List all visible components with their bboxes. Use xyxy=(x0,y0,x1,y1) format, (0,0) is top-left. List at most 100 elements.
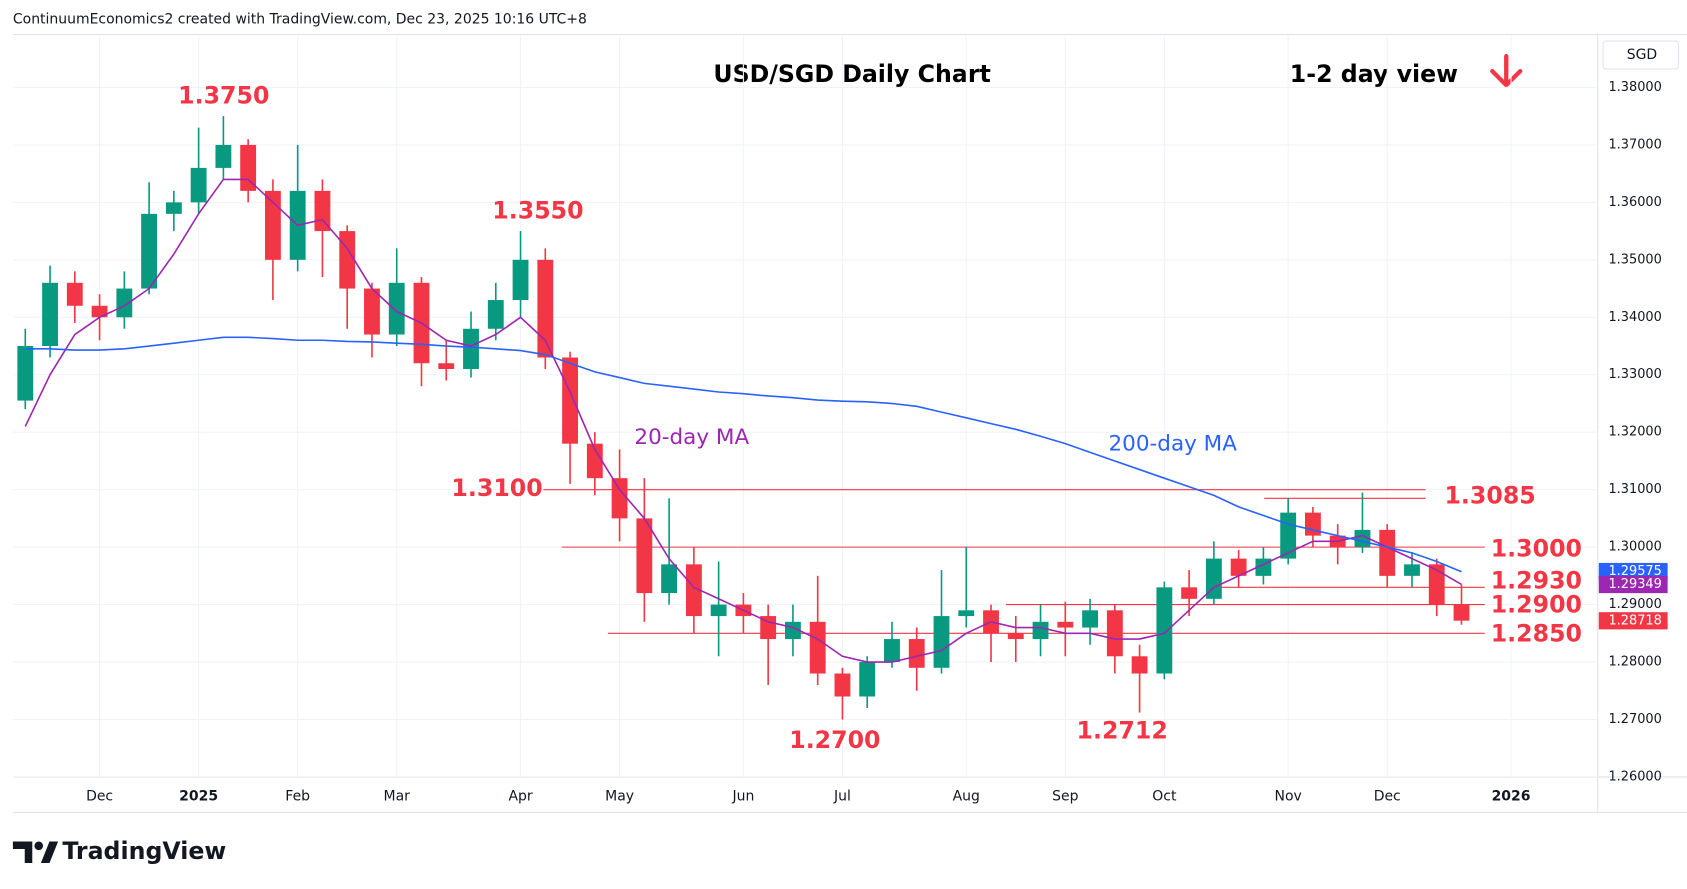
candle-body xyxy=(215,144,232,168)
plot-layer xyxy=(12,34,1598,777)
candle-body xyxy=(1305,512,1321,536)
candle-body xyxy=(958,610,975,617)
annotation-label: 1.2712 xyxy=(1077,716,1168,744)
level-label: 1.2900 xyxy=(1491,590,1582,618)
x-tick-label: Apr xyxy=(508,788,532,804)
candle-body xyxy=(388,282,405,335)
candle-body xyxy=(1453,604,1470,621)
x-tick-label: Mar xyxy=(384,788,411,804)
candle-body xyxy=(661,564,678,594)
price-tag xyxy=(1598,562,1668,581)
candle-body xyxy=(42,282,58,347)
candle-body xyxy=(834,673,851,697)
price-tag xyxy=(1598,575,1668,594)
candle-body xyxy=(190,167,207,203)
candle-body xyxy=(859,662,876,697)
candle-body xyxy=(908,639,925,668)
candle-body xyxy=(1280,512,1297,559)
price-tag-label: 1.29575 xyxy=(1608,564,1661,579)
candle-body xyxy=(1106,610,1123,657)
candle-body xyxy=(884,639,900,663)
x-tick-label: 2026 xyxy=(1492,788,1531,804)
candle-body xyxy=(1404,564,1420,576)
candle-body xyxy=(586,443,603,479)
candle-body xyxy=(562,357,578,444)
y-tick-label: 1.37000 xyxy=(1608,137,1661,152)
level-label: 1.3100 xyxy=(451,474,542,502)
logo-mark xyxy=(12,841,33,864)
candle-body xyxy=(760,616,777,640)
x-tick-label: May xyxy=(605,788,634,804)
y-tick-label: 1.31000 xyxy=(1608,482,1661,497)
x-tick-label: Jul xyxy=(833,788,851,804)
candle-body xyxy=(685,564,702,617)
candle-body xyxy=(537,259,554,358)
level-label: 1.3085 xyxy=(1444,482,1535,510)
candle-body xyxy=(165,202,182,214)
candle-body xyxy=(91,305,108,318)
candle-body xyxy=(1057,621,1074,628)
moving-average-line xyxy=(24,178,1462,663)
annotation-label: 1.3750 xyxy=(178,81,269,109)
series-label: 200-day MA xyxy=(1109,432,1238,457)
y-tick-label: 1.29000 xyxy=(1608,597,1661,612)
logo-slash xyxy=(40,841,59,864)
candle-body xyxy=(1156,587,1173,674)
brand-logo: TradingView xyxy=(12,837,226,865)
candle-body xyxy=(933,616,950,668)
annotation-label: 1.3550 xyxy=(492,197,583,225)
candle-body xyxy=(512,259,529,301)
candle-body xyxy=(1032,621,1049,640)
currency-box xyxy=(1602,40,1679,70)
candle-body xyxy=(364,288,380,335)
x-tick-label: Jun xyxy=(731,788,754,804)
x-tick-label: Nov xyxy=(1275,788,1302,804)
candle-body xyxy=(116,288,133,318)
candle-body xyxy=(611,478,628,519)
header: ContinuumEconomics2 created with Trading… xyxy=(13,12,587,28)
candle-body xyxy=(1181,587,1198,599)
y-tick-label: 1.27000 xyxy=(1608,712,1661,727)
y-tick-label: 1.35000 xyxy=(1608,252,1661,267)
chart-title: USD/SGD Daily Chart xyxy=(713,60,990,88)
down-arrow-icon xyxy=(1490,53,1523,88)
candle-body xyxy=(1230,558,1247,576)
level-label: 1.3000 xyxy=(1491,534,1582,562)
x-tick-label: Oct xyxy=(1152,788,1177,804)
y-tick-label: 1.36000 xyxy=(1608,195,1661,210)
level-label: 1.2930 xyxy=(1491,567,1582,595)
y-tick-label: 1.28000 xyxy=(1608,655,1661,670)
x-tick-label: Dec xyxy=(1374,788,1401,804)
y-tick-label: 1.33000 xyxy=(1608,367,1661,382)
candle-body xyxy=(1082,610,1098,628)
series-label: 20-day MA xyxy=(634,425,749,450)
logo-dot xyxy=(34,841,44,851)
level-label: 1.2850 xyxy=(1491,619,1582,647)
candle-body xyxy=(17,346,34,401)
candle-body xyxy=(264,190,281,260)
y-tick-label: 1.26000 xyxy=(1608,769,1661,784)
currency: SGD xyxy=(1627,47,1657,63)
y-tick-label: 1.32000 xyxy=(1608,425,1661,440)
candle-body xyxy=(141,213,158,289)
x-tick-label: Aug xyxy=(953,788,980,804)
candle-body xyxy=(1428,564,1445,605)
candle-body xyxy=(1131,656,1148,674)
candle-body xyxy=(463,328,479,369)
x-tick-label: 2025 xyxy=(179,788,218,804)
y-tick-label: 1.34000 xyxy=(1608,310,1661,325)
x-tick-label: Sep xyxy=(1052,788,1078,804)
y-tick-label: 1.30000 xyxy=(1608,540,1661,555)
y-tick-label: 1.38000 xyxy=(1608,80,1661,95)
candle-body xyxy=(1007,633,1024,640)
moving-average-line xyxy=(25,336,1462,573)
x-tick-label: Dec xyxy=(86,788,113,804)
x-tick-label: Feb xyxy=(285,788,310,804)
candle-body xyxy=(636,518,653,594)
candle-body xyxy=(809,621,826,674)
candle-body xyxy=(1379,529,1396,576)
chart-subtitle: 1-2 day view xyxy=(1290,60,1458,88)
